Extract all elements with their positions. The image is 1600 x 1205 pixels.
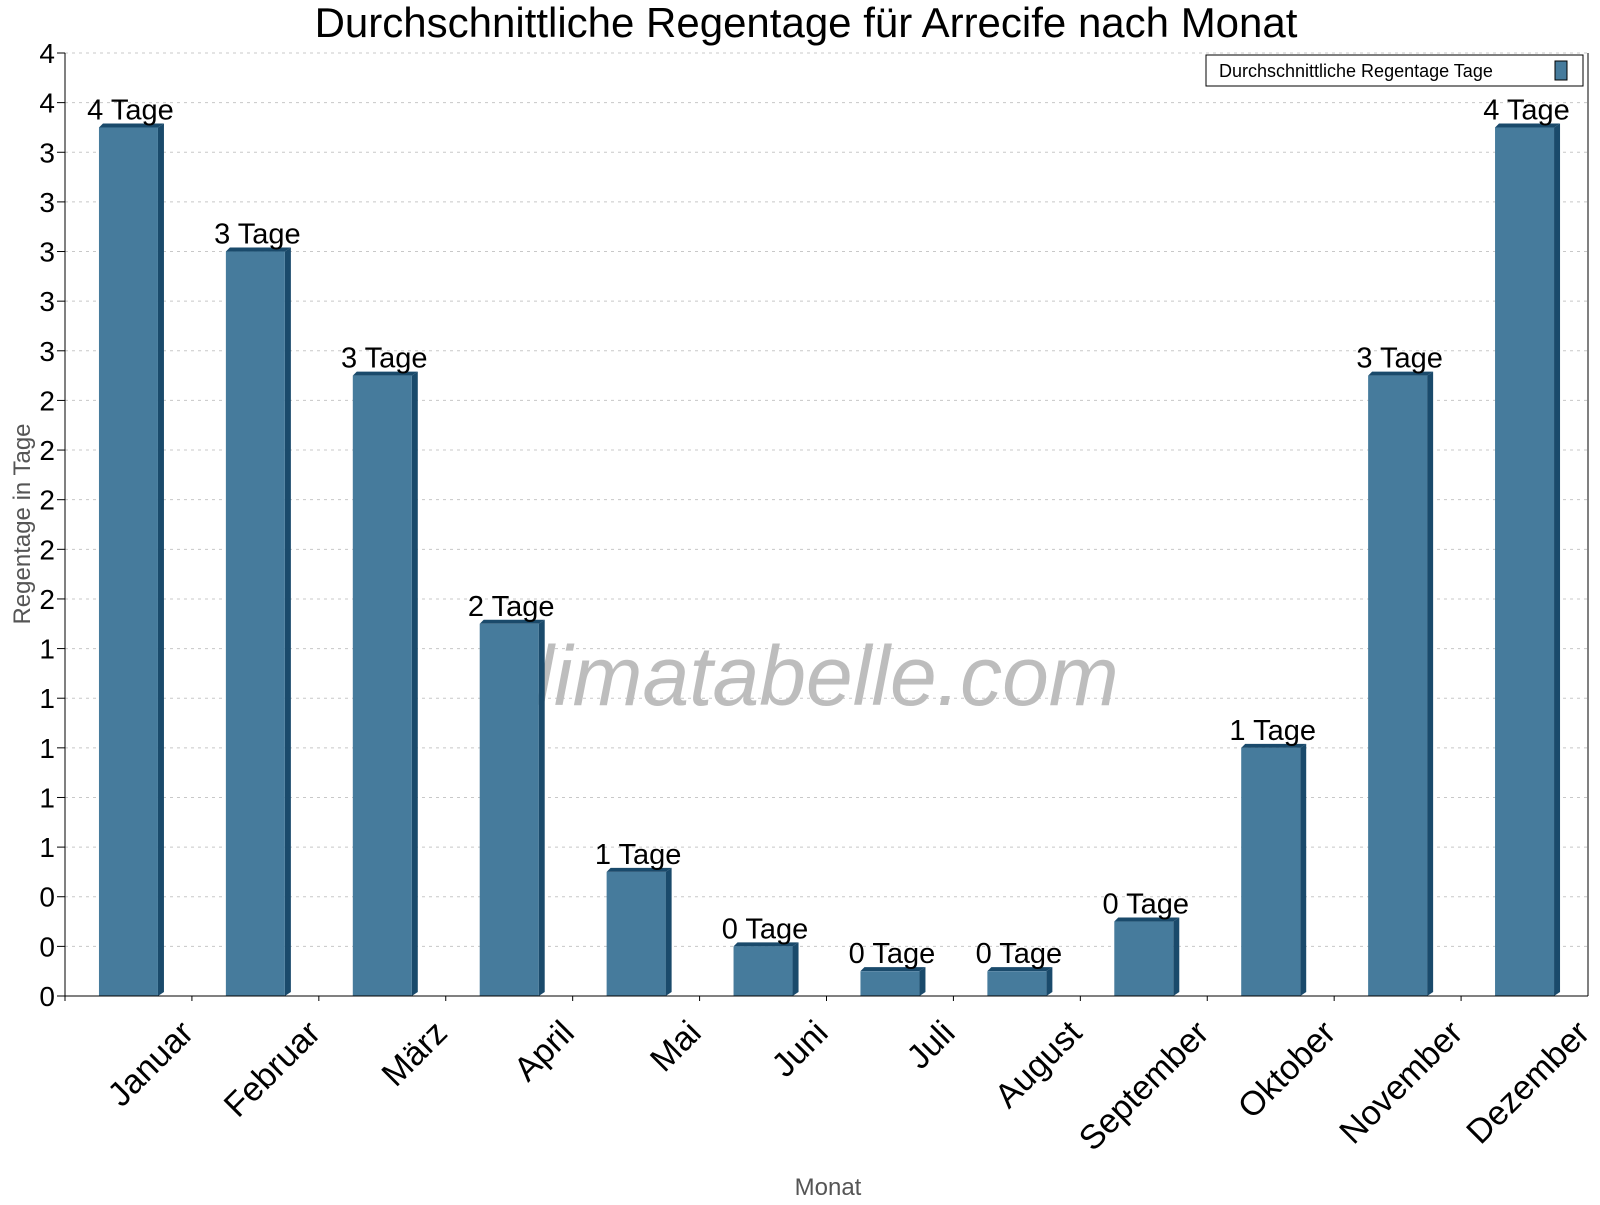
bar-top bbox=[606, 867, 672, 872]
data-label: 4 Tage bbox=[1483, 94, 1570, 126]
legend: Durchschnittliche Regentage Tage bbox=[1205, 54, 1584, 87]
bar-side bbox=[792, 942, 799, 996]
bar-side bbox=[538, 619, 545, 996]
legend-label: Durchschnittliche Regentage Tage bbox=[1219, 61, 1493, 81]
data-label: 0 Tage bbox=[1103, 889, 1190, 921]
x-tick-label: April bbox=[507, 1014, 582, 1089]
bar bbox=[606, 871, 666, 996]
y-tick-label: 1 bbox=[39, 733, 55, 764]
x-tick-label: Januar bbox=[101, 1014, 201, 1114]
bar-side bbox=[919, 967, 926, 996]
y-tick-label: 3 bbox=[39, 187, 55, 218]
bar-top bbox=[1495, 123, 1561, 128]
x-tick-label: November bbox=[1332, 1014, 1470, 1152]
bar-top bbox=[1241, 743, 1307, 748]
bar bbox=[1241, 747, 1301, 996]
x-tick-label: Oktober bbox=[1231, 1014, 1343, 1126]
legend-box bbox=[1205, 54, 1584, 87]
bar-side bbox=[1554, 123, 1561, 996]
y-tick-label: 0 bbox=[39, 931, 55, 962]
y-tick-label: 2 bbox=[39, 385, 55, 416]
x-tick-label: Juni bbox=[765, 1014, 836, 1085]
data-label: 0 Tage bbox=[722, 913, 809, 945]
x-tick-label: Mai bbox=[643, 1014, 709, 1080]
bar bbox=[225, 251, 285, 997]
x-tick-label: September bbox=[1072, 1014, 1216, 1158]
y-tick-label: 2 bbox=[39, 534, 55, 565]
data-label: 1 Tage bbox=[595, 839, 682, 871]
bar bbox=[1368, 375, 1428, 997]
watermark: klimatabelle.com bbox=[493, 629, 1119, 723]
bar bbox=[98, 127, 158, 996]
y-tick-label: 3 bbox=[39, 137, 55, 168]
y-tick-label: 2 bbox=[39, 485, 55, 516]
bar-top bbox=[1368, 371, 1434, 376]
bar bbox=[733, 946, 793, 996]
y-tick-label: 3 bbox=[39, 237, 55, 268]
y-axis-label: Regentage in Tage bbox=[9, 423, 36, 624]
y-tick-label: 1 bbox=[39, 782, 55, 813]
bar-top bbox=[98, 123, 164, 128]
bar-side bbox=[284, 247, 291, 997]
data-label: 4 Tage bbox=[87, 94, 174, 126]
y-tick-label: 2 bbox=[39, 584, 55, 615]
y-tick-label: 0 bbox=[39, 981, 55, 1012]
bar-side bbox=[1300, 743, 1307, 996]
y-tick-label: 0 bbox=[39, 882, 55, 913]
bar bbox=[1114, 921, 1174, 996]
data-label: 3 Tage bbox=[341, 343, 428, 375]
y-tick-label: 4 bbox=[39, 38, 55, 69]
bar-side bbox=[411, 371, 418, 997]
bars: 4 Tage 3 Tage 3 Tage 2 Tage 1 Tage 0 Tage 0 Ta… bbox=[87, 94, 1570, 997]
bar-side bbox=[1173, 917, 1180, 996]
data-label: 3 Tage bbox=[1356, 343, 1443, 375]
chart-title: Durchschnittliche Regentage für Arrecife… bbox=[315, 0, 1298, 46]
y-tick-label: 1 bbox=[39, 634, 55, 665]
y-tick-label: 3 bbox=[39, 286, 55, 317]
bar-top bbox=[733, 942, 799, 947]
bar-top bbox=[352, 371, 418, 376]
grid bbox=[65, 52, 1588, 947]
bar bbox=[479, 623, 539, 996]
x-tick-label: Dezember bbox=[1459, 1014, 1597, 1152]
bar-top bbox=[1114, 917, 1180, 922]
data-label: 0 Tage bbox=[976, 938, 1063, 970]
bar-side bbox=[665, 867, 672, 996]
x-tick-label: August bbox=[988, 1013, 1090, 1115]
data-label: 0 Tage bbox=[849, 938, 936, 970]
y-tick-label: 1 bbox=[39, 683, 55, 714]
legend-swatch bbox=[1554, 60, 1568, 81]
bar-top bbox=[987, 967, 1053, 972]
bar-top bbox=[225, 247, 291, 252]
bar-side bbox=[1046, 967, 1053, 996]
bar-top bbox=[860, 967, 926, 972]
bar bbox=[860, 971, 920, 996]
x-tick-label: Juli bbox=[899, 1014, 962, 1077]
data-label: 1 Tage bbox=[1229, 715, 1316, 747]
data-label: 3 Tage bbox=[214, 219, 301, 251]
bar-top bbox=[479, 619, 545, 624]
bar bbox=[1495, 127, 1555, 996]
bar-side bbox=[157, 123, 164, 996]
y-tick-label: 1 bbox=[39, 832, 55, 863]
x-tick-label: März bbox=[374, 1014, 454, 1094]
x-tick-label: Februar bbox=[217, 1014, 328, 1125]
x-axis-label: Monat bbox=[795, 1174, 862, 1200]
bar-side bbox=[1427, 371, 1434, 997]
y-tick-label: 3 bbox=[39, 336, 55, 367]
bar bbox=[352, 375, 412, 997]
y-tick-label: 2 bbox=[39, 435, 55, 466]
data-label: 2 Tage bbox=[468, 591, 555, 623]
y-tick-label: 4 bbox=[39, 88, 55, 119]
bar bbox=[987, 971, 1047, 996]
